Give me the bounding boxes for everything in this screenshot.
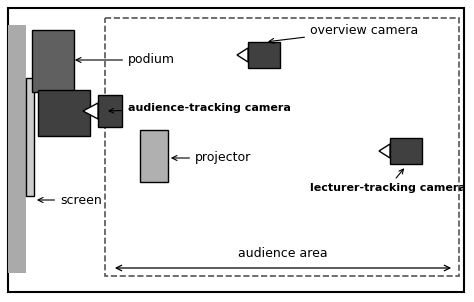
Bar: [8, 25, 26, 273]
Bar: [32, 30, 74, 92]
Text: screen: screen: [38, 194, 102, 207]
Bar: [26, 78, 34, 196]
Text: projector: projector: [172, 152, 251, 165]
Text: overview camera: overview camera: [269, 24, 418, 43]
Bar: [390, 138, 422, 164]
Bar: [248, 42, 280, 68]
Polygon shape: [237, 48, 248, 62]
Text: audience-tracking camera: audience-tracking camera: [109, 103, 291, 113]
Bar: [105, 18, 459, 276]
Bar: [98, 95, 122, 127]
Bar: [38, 90, 90, 136]
Polygon shape: [83, 103, 98, 119]
Text: audience area: audience area: [238, 247, 328, 260]
Text: lecturer-tracking camera: lecturer-tracking camera: [310, 169, 466, 193]
Polygon shape: [379, 144, 390, 158]
Text: podium: podium: [76, 53, 175, 66]
Bar: [140, 130, 168, 182]
